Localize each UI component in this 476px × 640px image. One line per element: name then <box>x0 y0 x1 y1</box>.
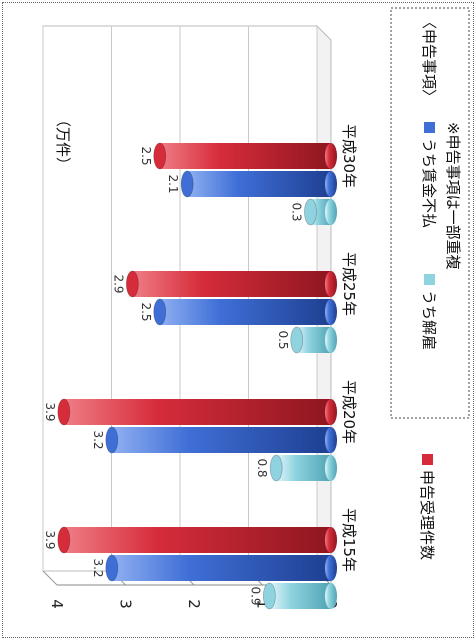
bar-0-0 <box>57 526 337 554</box>
legend-note: ※申告事項は一部重複 <box>444 122 462 270</box>
value-label-1-2: 2.5 <box>139 302 153 321</box>
value-label-1-3: 2.1 <box>166 174 180 193</box>
bar-1-0 <box>105 554 337 582</box>
bar-base-0-2 <box>325 271 337 297</box>
bar-1-2 <box>153 298 337 326</box>
legend-swatch-2 <box>424 274 435 285</box>
value-label-1-0: 3.2 <box>91 558 105 577</box>
bar-base-0-0 <box>325 527 337 553</box>
bar-body-2-0 <box>269 583 331 609</box>
bar-body-0-2 <box>132 271 331 297</box>
bar-body-1-3 <box>187 171 331 197</box>
bar-base-2-3 <box>325 199 337 225</box>
bar-base-0-1 <box>325 399 337 425</box>
bar-body-1-1 <box>111 427 331 453</box>
bar-cap-1-3 <box>180 170 194 198</box>
bar-base-2-1 <box>325 455 337 481</box>
legend-swatch-1 <box>424 122 435 133</box>
bar-cap-1-2 <box>153 298 167 326</box>
value-label-2-0: 0.9 <box>248 586 262 605</box>
legend: 〈申告事項〉 うち賃金不払 うち解雇 ※申告事項は一部重複 <box>390 7 470 419</box>
bar-base-1-3 <box>325 171 337 197</box>
tick-label-2: 2 <box>185 599 203 609</box>
category-labels: 平成15年 平成20年 平成25年 平成30年 <box>340 124 358 572</box>
bar-cap-0-1 <box>57 398 71 426</box>
value-label-2-1: 0.8 <box>255 458 269 477</box>
gridline-diag-4 <box>42 570 58 586</box>
value-label-1-1: 3.2 <box>91 430 105 449</box>
value-label-0-3: 2.5 <box>139 146 153 165</box>
bar-base-0-3 <box>325 143 337 169</box>
bar-1-3 <box>180 170 337 198</box>
bar-cap-2-2 <box>290 326 304 354</box>
bar-2-1 <box>269 454 337 482</box>
bars <box>57 142 337 610</box>
bar-cap-1-1 <box>105 426 119 454</box>
bar-base-2-2 <box>325 327 337 353</box>
bar-base-1-0 <box>325 555 337 581</box>
bar-body-1-0 <box>111 555 331 581</box>
value-label-0-2: 2.9 <box>111 274 125 293</box>
bar-body-2-1 <box>276 455 331 481</box>
value-labels: 3.9 3.2 0.9 3.9 3.2 0.8 2.9 2.5 0.5 2.5 2.1 0.3 <box>43 146 304 605</box>
bar-2-2 <box>290 326 337 354</box>
bar-cap-2-0 <box>262 582 276 610</box>
legend-series-2: うち解雇 <box>420 290 438 350</box>
bar-cap-1-0 <box>105 554 119 582</box>
value-label-2-3: 0.3 <box>289 202 303 221</box>
unit-label: （万件） <box>54 112 72 172</box>
bar-0-1 <box>57 398 337 426</box>
bar-base-1-1 <box>325 427 337 453</box>
value-label-2-2: 0.5 <box>276 330 290 349</box>
tick-label-4: 4 <box>48 599 66 609</box>
category-label-3: 平成30年 <box>340 124 358 188</box>
legend-series-1: うち賃金不払 <box>420 138 438 228</box>
bar-2-0 <box>262 582 337 610</box>
legend-prefix: 〈申告事項〉 <box>420 14 438 104</box>
tick-label-1: 1 <box>254 599 272 609</box>
legend-series-0: 申告受理件数 <box>418 470 436 560</box>
bar-body-1-2 <box>159 299 331 325</box>
tick-label-3: 3 <box>117 599 135 609</box>
bar-cap-0-0 <box>57 526 71 554</box>
bar-body-0-3 <box>159 143 331 169</box>
bar-cap-2-1 <box>269 454 283 482</box>
value-label-0-1: 3.9 <box>43 402 57 421</box>
category-label-2: 平成25年 <box>340 252 358 316</box>
bar-0-3 <box>153 142 337 170</box>
legend-box <box>390 7 470 419</box>
value-label-0-0: 3.9 <box>43 530 57 549</box>
category-label-0: 平成15年 <box>340 508 358 572</box>
bar-cap-0-3 <box>153 142 167 170</box>
bar-base-2-0 <box>325 583 337 609</box>
bar-cap-2-3 <box>304 198 317 226</box>
bar-base-1-2 <box>325 299 337 325</box>
bar-body-0-1 <box>63 399 331 425</box>
bar-0-2 <box>125 270 337 298</box>
bar-2-3 <box>304 198 337 226</box>
bar-body-0-0 <box>63 527 331 553</box>
bar-cap-0-2 <box>125 270 139 298</box>
bar-1-1 <box>105 426 337 454</box>
category-label-1: 平成20年 <box>340 380 358 444</box>
legend-swatch-0 <box>422 454 433 465</box>
